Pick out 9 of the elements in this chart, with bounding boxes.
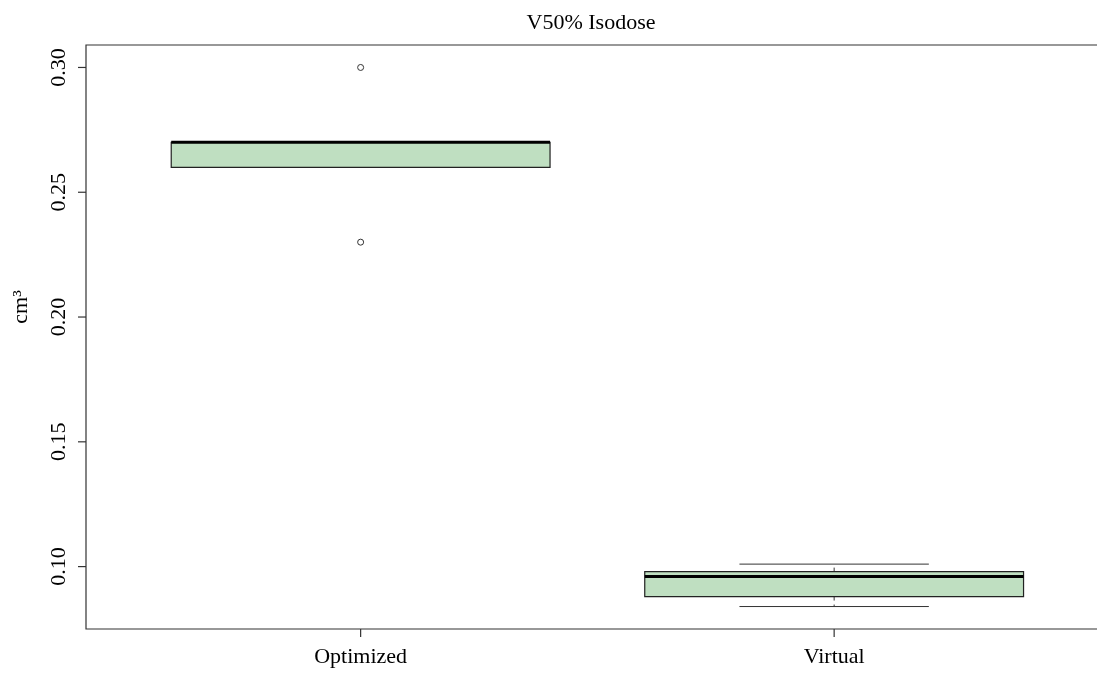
y-tick-label: 0.25 bbox=[44, 173, 70, 212]
y-tick-label: 0.20 bbox=[44, 297, 70, 337]
y-tick-label: 0.15 bbox=[44, 422, 70, 462]
chart-title: V50% Isodose bbox=[526, 8, 656, 34]
y-axis-title: cm³ bbox=[6, 289, 32, 324]
y-tick-label: 0.30 bbox=[44, 48, 70, 87]
x-tick-label: Virtual bbox=[803, 642, 865, 668]
y-tick-label: 0.10 bbox=[44, 547, 70, 586]
x-tick-label: Optimized bbox=[314, 642, 408, 668]
